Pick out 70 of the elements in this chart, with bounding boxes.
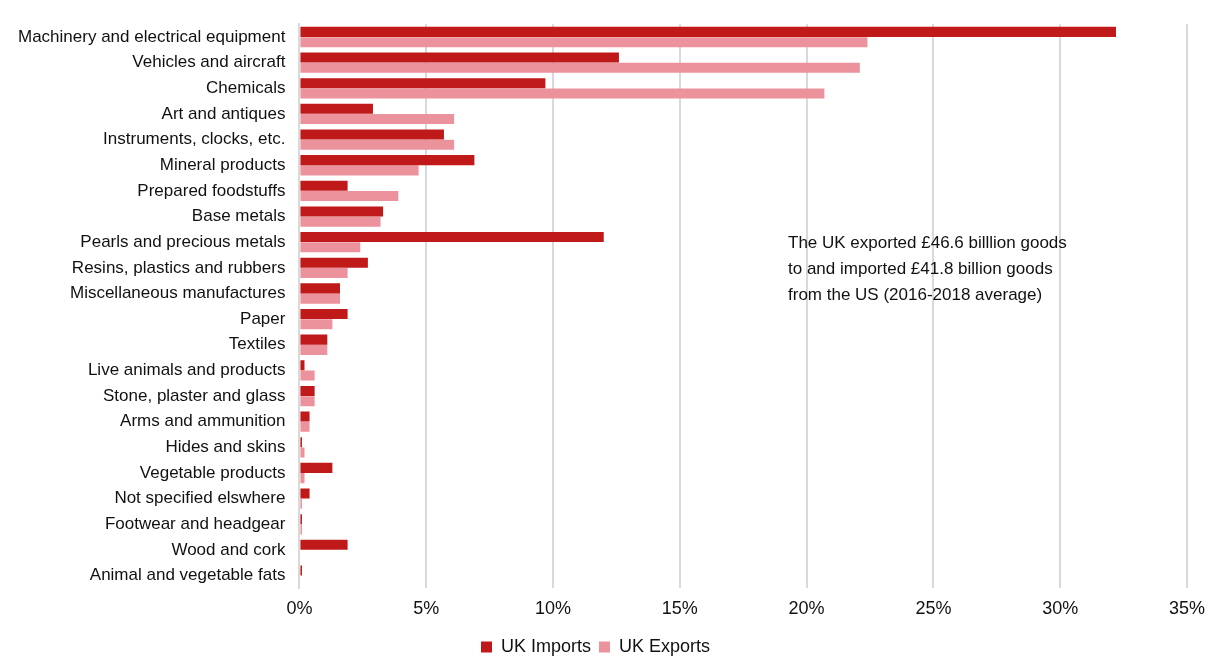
bar — [300, 267, 348, 278]
bar — [300, 385, 315, 396]
bar — [300, 473, 305, 484]
y-tick-label: Instruments, clocks, etc. — [103, 129, 286, 149]
bar — [300, 155, 475, 166]
bar — [300, 180, 348, 191]
bar — [300, 129, 444, 140]
y-tick-label: Hides and skins — [165, 437, 286, 457]
y-tick-label: Chemicals — [206, 78, 286, 97]
x-tick-label: 25% — [915, 598, 952, 619]
bar — [300, 334, 328, 345]
y-tick-label: Textiles — [228, 334, 286, 354]
bar — [300, 447, 305, 458]
bar — [300, 293, 340, 304]
x-tick-label: 30% — [1042, 598, 1079, 619]
y-tick-label: Prepared foodstuffs — [137, 180, 286, 200]
y-tick-label: Resins, plastics and rubbers — [71, 257, 286, 277]
y-tick-label: Base metals — [191, 206, 286, 226]
bar — [300, 206, 384, 217]
bar — [300, 191, 399, 202]
bar — [300, 370, 315, 381]
x-tick-label: 0% — [286, 598, 313, 619]
y-tick-label: Vehicles and aircraft — [132, 52, 286, 72]
bar — [300, 396, 315, 407]
x-tick-label: 20% — [788, 598, 825, 619]
bar — [300, 411, 310, 422]
bar — [300, 462, 333, 473]
bar — [300, 257, 368, 268]
x-tick-label: 15% — [661, 598, 698, 619]
bar — [300, 114, 455, 125]
y-tick-label: Machinery and electrical equipment — [18, 26, 286, 46]
y-tick-label: Mineral products — [159, 154, 286, 174]
legend-label: UK Exports — [618, 635, 711, 656]
y-tick-label: Vegetable products — [139, 462, 286, 482]
y-tick-label: Miscellaneous manufactures — [69, 283, 286, 303]
bar — [300, 52, 619, 63]
x-tick-label: 5% — [413, 598, 440, 619]
y-tick-label: Animal and vegetable fats — [89, 565, 286, 585]
bar — [300, 78, 546, 89]
x-tick-label: 10% — [534, 598, 572, 619]
bar — [300, 421, 310, 432]
x-tick-label: 35% — [1168, 598, 1205, 619]
bar — [300, 232, 604, 243]
bar — [300, 308, 348, 320]
bar — [300, 344, 328, 355]
y-tick-label: Art and antiques — [161, 103, 286, 123]
bar — [300, 165, 419, 176]
bar — [300, 37, 868, 48]
bar — [300, 88, 825, 99]
bar — [300, 283, 340, 294]
bar — [300, 539, 348, 550]
y-tick-label: Footwear and headgear — [104, 513, 286, 533]
y-tick-label: Wood and cork — [171, 539, 286, 559]
bar — [300, 62, 860, 73]
bar — [300, 216, 381, 227]
y-tick-label: Paper — [240, 308, 286, 328]
bar — [300, 319, 333, 330]
bar — [300, 488, 310, 499]
bar — [300, 139, 455, 150]
bar — [300, 242, 361, 253]
legend-label: UK Imports — [500, 635, 592, 656]
bar — [300, 360, 305, 371]
bar — [300, 26, 1116, 37]
bar — [300, 103, 373, 114]
y-tick-label: Not specified elswhere — [114, 488, 286, 508]
y-tick-label: Stone, plaster and glass — [103, 385, 286, 405]
y-tick-label: Live animals and products — [87, 360, 286, 380]
y-tick-label: Pearls and precious metals — [80, 231, 286, 251]
annotation: The UK exported £46.6 billlion goods to and imported £41.8 billion goods from the US (2016-2018 average) — [788, 232, 1067, 306]
y-tick-label: Arms and ammunition — [120, 411, 286, 431]
